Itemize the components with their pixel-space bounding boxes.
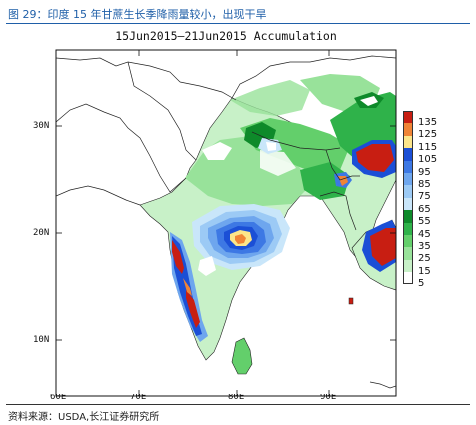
legend-swatch — [403, 272, 413, 285]
lat-label-30n: 30N — [33, 121, 50, 131]
legend-swatch — [403, 172, 413, 186]
legend-label: 15 — [418, 265, 431, 277]
legend-label: 25 — [418, 253, 431, 265]
legend-label: 45 — [418, 228, 431, 240]
legend-swatch — [403, 111, 413, 124]
andaman-islands — [348, 297, 354, 305]
legend-swatch — [403, 148, 413, 161]
legend-label: 115 — [418, 141, 438, 153]
source-note: 资料来源：USDA,长江证券研究所 — [8, 412, 160, 423]
legend-item: 115 — [403, 135, 463, 152]
legend-item: 45 — [403, 222, 463, 239]
legend-label: 95 — [418, 166, 431, 178]
legend-swatch — [403, 185, 413, 198]
legend-label: 5 — [418, 278, 425, 290]
figure-caption: 图 29：印度 15 年甘蔗生长季降雨量较小，出现干旱 — [8, 8, 267, 21]
legend-item: 25 — [403, 247, 463, 264]
legend-swatch — [403, 234, 413, 248]
legend-item: 95 — [403, 160, 463, 177]
legend-label: 65 — [418, 203, 431, 215]
legend-label: 35 — [418, 240, 431, 252]
legend-item: 125 — [403, 123, 463, 140]
legend-label: 125 — [418, 129, 438, 141]
legend-swatch — [403, 222, 413, 235]
legend-label: 135 — [418, 117, 438, 128]
legend-label: 55 — [418, 216, 431, 228]
map-frame — [55, 49, 397, 397]
lon-label-80e: 80E — [228, 394, 245, 402]
legend-item: 135 — [403, 111, 463, 128]
legend-swatch — [403, 210, 413, 223]
sri-lanka — [231, 337, 253, 375]
legend-swatch — [403, 197, 413, 211]
legend-item: 15 — [403, 259, 463, 276]
axis-ticks — [56, 50, 396, 396]
legend-swatch — [403, 247, 413, 260]
legend-item: 85 — [403, 172, 463, 189]
lat-label-10n: 10N — [33, 335, 50, 345]
legend-swatch — [403, 160, 413, 173]
legend-label: 75 — [418, 191, 431, 203]
lat-label-20n: 20N — [33, 228, 50, 238]
legend-item: 5 — [403, 272, 463, 289]
caption-divider — [6, 23, 470, 24]
lon-label-70e: 70E — [130, 394, 147, 402]
legend-swatch — [403, 135, 413, 149]
legend-item: 75 — [403, 185, 463, 202]
legend-label: 85 — [418, 178, 431, 190]
legend-item: 65 — [403, 197, 463, 214]
legend-label: 105 — [418, 154, 438, 166]
country-borders — [56, 55, 396, 389]
source-divider — [6, 404, 470, 405]
map-title: 15Jun2015—21Jun2015 Accumulation — [115, 29, 337, 43]
lon-label-60e: 60E — [50, 394, 67, 402]
legend-item: 105 — [403, 148, 463, 165]
lon-label-90e: 90E — [320, 394, 337, 402]
legend-item: 55 — [403, 210, 463, 227]
legend-swatch — [403, 123, 413, 136]
rainfall-legend: 135 125 115 105 95 85 75 65 55 45 35 25 15 5 — [403, 111, 463, 289]
legend-swatch — [403, 259, 413, 273]
legend-item: 35 — [403, 234, 463, 251]
